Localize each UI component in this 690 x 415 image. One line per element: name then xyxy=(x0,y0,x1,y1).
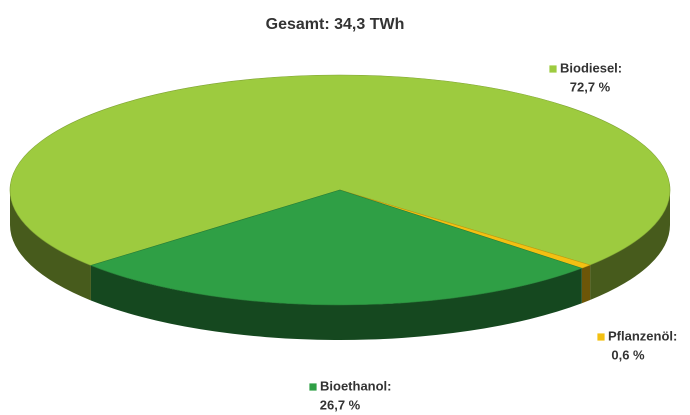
pie-side xyxy=(581,265,591,304)
legend-swatch xyxy=(596,332,606,342)
legend-swatch xyxy=(548,64,558,74)
slice-value-label: 72,7 % xyxy=(570,79,611,94)
slice-value-label: 26,7 % xyxy=(320,397,361,412)
slice-value-label: 0,6 % xyxy=(611,347,645,362)
pie-slice xyxy=(9,74,671,266)
slice-label: Pflanzenöl: xyxy=(608,328,677,343)
chart-title: Gesamt: 34,3 TWh xyxy=(266,16,405,33)
legend-swatch xyxy=(308,382,318,392)
slice-label: Bioethanol: xyxy=(320,378,392,393)
slice-label: Biodiesel: xyxy=(560,60,622,75)
pie-side xyxy=(90,265,582,340)
pie-slice xyxy=(90,189,583,306)
